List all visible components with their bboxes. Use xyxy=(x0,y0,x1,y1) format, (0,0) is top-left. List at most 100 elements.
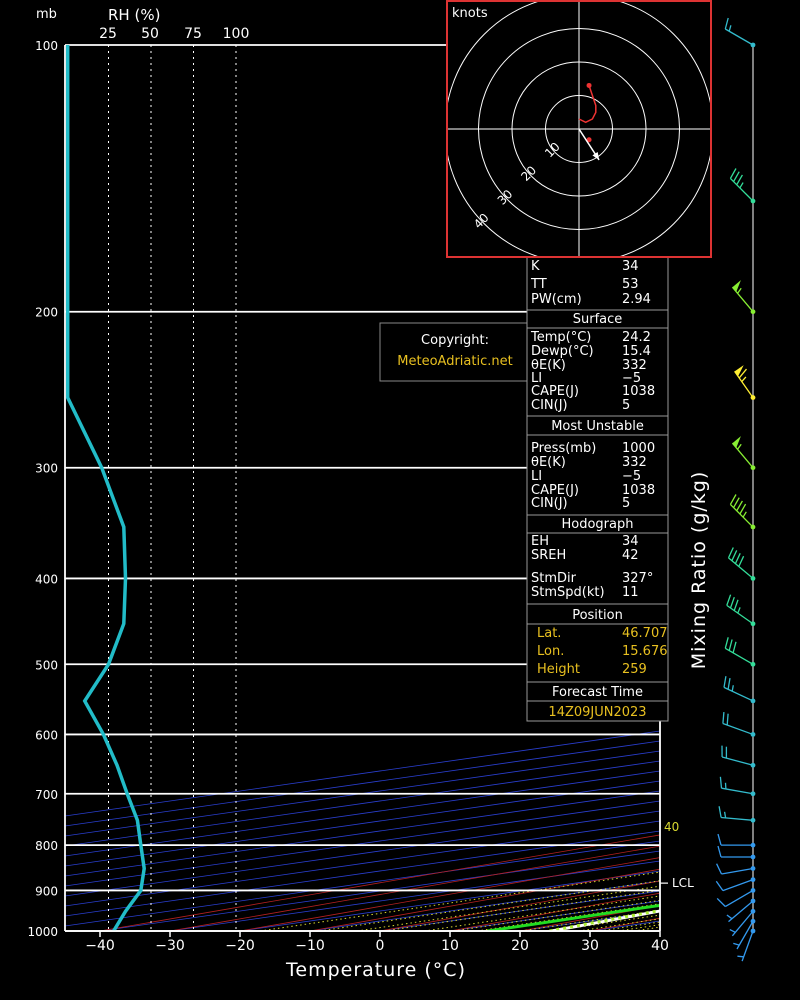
rh-tick-label: 100 xyxy=(223,26,250,42)
copyright-label: Copyright: xyxy=(421,333,489,348)
index-key: Press(mb) xyxy=(531,441,596,456)
index-key: PW(cm) xyxy=(531,292,582,307)
hodograph-title: knots xyxy=(452,6,488,21)
wind-barb xyxy=(724,17,756,48)
mixing-ratio-axis-label: Mixing Ratio (g/kg) xyxy=(688,471,710,670)
wind-barb xyxy=(722,712,756,737)
index-key: StmDir xyxy=(531,571,577,586)
index-value: 53 xyxy=(622,277,639,292)
index-value: 5 xyxy=(622,398,630,413)
temperature-tick-label: 0 xyxy=(376,938,385,954)
wind-barb xyxy=(727,547,756,581)
wind-barb xyxy=(717,845,756,860)
pressure-tick-label: 100 xyxy=(35,39,58,53)
index-key: CAPE(J) xyxy=(531,483,579,498)
index-value: 1038 xyxy=(622,483,655,498)
mixing-ratio-line xyxy=(260,871,660,931)
index-value: 1000 xyxy=(622,441,655,456)
isotherm-line xyxy=(65,740,660,827)
index-key: Temp(°C) xyxy=(530,330,591,345)
index-key: Height xyxy=(537,662,580,677)
isotherm-line xyxy=(65,750,660,837)
index-key: StmSpd(kt) xyxy=(531,585,605,600)
index-section-title: Most Unstable xyxy=(551,419,644,434)
rh-profile-line xyxy=(65,45,146,931)
wind-barb xyxy=(715,877,756,892)
index-key: TT xyxy=(530,277,547,292)
pressure-tick-label: 200 xyxy=(35,306,58,320)
wind-barb xyxy=(718,806,756,823)
index-key: Lon. xyxy=(537,644,564,659)
wind-barb xyxy=(723,676,756,704)
mixing-ratio-line xyxy=(319,880,660,931)
index-key: CIN(J) xyxy=(531,398,568,413)
index-key: LI xyxy=(531,371,542,386)
index-key: CIN(J) xyxy=(531,496,568,511)
temperature-tick-label: 30 xyxy=(581,938,599,954)
index-value: 15.4 xyxy=(622,344,651,359)
rh-tick-label: 50 xyxy=(141,26,159,42)
dry-adiabat-line xyxy=(169,845,660,931)
pressure-tick-label: 800 xyxy=(35,839,58,853)
index-value: 5 xyxy=(622,496,630,511)
index-value: 332 xyxy=(622,455,647,470)
wind-barb xyxy=(716,888,756,908)
wind-barb-column xyxy=(715,17,756,962)
temperature-tick-label: −10 xyxy=(295,938,325,954)
wind-barb xyxy=(729,908,756,937)
index-key: θE(K) xyxy=(531,455,566,470)
copyright-site: MeteoAdriatic.net xyxy=(397,354,512,369)
dry-adiabat-line xyxy=(99,834,660,931)
mixing-ratio-label: 40 xyxy=(664,820,679,834)
index-key: θE(K) xyxy=(531,358,566,373)
pressure-tick-label: 500 xyxy=(35,658,58,672)
index-value: 259 xyxy=(622,662,647,677)
index-value: −5 xyxy=(622,469,641,484)
rh-tick-label: 25 xyxy=(99,26,117,42)
index-section-title: Surface xyxy=(573,312,623,327)
pressure-tick-label: 400 xyxy=(35,572,58,586)
index-value: 34 xyxy=(622,259,639,274)
temperature-tick-label: 40 xyxy=(651,938,669,954)
pressure-tick-label: 900 xyxy=(35,884,58,898)
temperature-tick-label: −20 xyxy=(225,938,255,954)
wind-barb xyxy=(726,594,756,627)
pressure-tick-label: 1000 xyxy=(27,925,58,939)
index-key: Lat. xyxy=(537,626,561,641)
isotherm-line xyxy=(65,760,660,847)
index-panel: K 34 TT 53 PW(cm) 2.94 Surface Temp(°C) 24.2 Dewp… xyxy=(526,256,669,722)
lcl-label: LCL xyxy=(672,876,694,890)
copyright-box: Copyright: MeteoAdriatic.net xyxy=(379,322,529,382)
index-value: 1038 xyxy=(622,384,655,399)
index-value: 11 xyxy=(622,585,639,600)
index-section-title: Hodograph xyxy=(562,517,634,532)
index-value: 24.2 xyxy=(622,330,651,345)
wind-barb xyxy=(733,918,756,950)
temperature-tick-label: −30 xyxy=(155,938,185,954)
isotherm-line xyxy=(65,770,660,857)
wind-barb xyxy=(721,745,756,768)
index-section-title: Forecast Time xyxy=(552,685,643,700)
wind-barb xyxy=(719,776,756,797)
index-value: −5 xyxy=(622,371,641,386)
wind-barb xyxy=(734,365,756,400)
wind-barb xyxy=(729,168,756,204)
index-section-title: Position xyxy=(572,608,623,623)
temperature-axis-label: Temperature (°C) xyxy=(285,959,466,981)
temperature-tick-label: −40 xyxy=(85,938,115,954)
index-value: 15.676 xyxy=(622,644,668,659)
index-value: 327° xyxy=(622,571,653,586)
pressure-tick-label: 300 xyxy=(35,462,58,476)
wind-barb xyxy=(716,863,756,875)
index-key: K xyxy=(531,259,540,274)
dry-adiabat-line xyxy=(239,857,660,931)
index-value: 2.94 xyxy=(622,292,651,307)
wind-barb xyxy=(724,637,756,667)
wind-barb xyxy=(717,833,756,848)
index-key: Dewp(°C) xyxy=(531,344,594,359)
index-key: CAPE(J) xyxy=(531,384,579,399)
temperature-tick-label: 10 xyxy=(441,938,459,954)
index-key: EH xyxy=(531,534,549,549)
